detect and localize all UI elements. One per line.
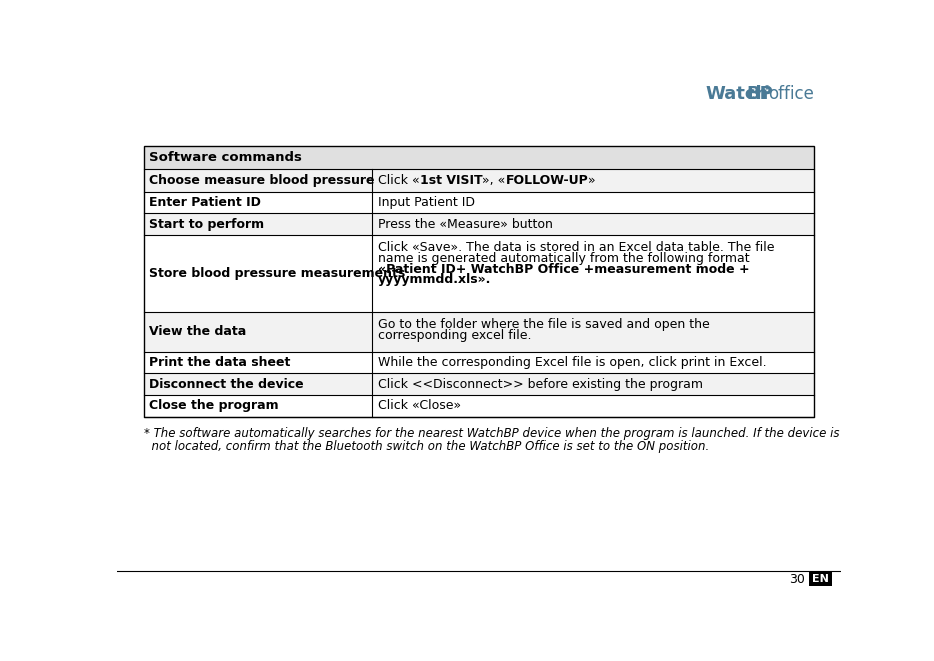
- Text: yyyymmdd.xls».: yyyymmdd.xls».: [378, 274, 491, 286]
- Text: Click «: Click «: [378, 174, 419, 186]
- Text: * The software automatically searches for the nearest WatchBP device when the pr: * The software automatically searches fo…: [144, 428, 840, 440]
- Bar: [809, 572, 832, 586]
- Text: Enter Patient ID: Enter Patient ID: [149, 196, 262, 209]
- Text: While the corresponding Excel file is open, click print in Excel.: While the corresponding Excel file is op…: [378, 356, 767, 369]
- Text: », «: », «: [482, 174, 505, 186]
- Text: 1st VISIT: 1st VISIT: [419, 174, 482, 186]
- Text: »: »: [588, 174, 596, 186]
- Text: Choose measure blood pressure: Choose measure blood pressure: [149, 174, 375, 186]
- Bar: [144, 373, 814, 395]
- Text: Input Patient ID: Input Patient ID: [378, 196, 475, 209]
- Text: Click «Save». The data is stored in an Excel data table. The file: Click «Save». The data is stored in an E…: [378, 241, 774, 254]
- Text: EN: EN: [812, 574, 828, 584]
- Text: «Patient ID+ WatchBP Office +measurement mode +: «Patient ID+ WatchBP Office +measurement…: [378, 262, 750, 276]
- Text: Start to perform: Start to perform: [149, 217, 264, 231]
- Text: corresponding excel file.: corresponding excel file.: [378, 329, 531, 342]
- Bar: [144, 214, 814, 235]
- Text: ®: ®: [763, 86, 771, 95]
- Text: Close the program: Close the program: [149, 399, 279, 412]
- Text: Press the «Measure» button: Press the «Measure» button: [378, 217, 553, 231]
- Text: Store blood pressure measurements: Store blood pressure measurements: [149, 267, 405, 280]
- Text: Go to the folder where the file is saved and open the: Go to the folder where the file is saved…: [378, 318, 710, 331]
- Text: Click «Close»: Click «Close»: [378, 399, 461, 412]
- Bar: [144, 169, 814, 192]
- Bar: [144, 145, 814, 169]
- Text: office: office: [768, 85, 814, 103]
- Bar: [144, 145, 814, 416]
- Text: View the data: View the data: [149, 325, 247, 338]
- Text: 30: 30: [789, 573, 805, 586]
- Text: Disconnect the device: Disconnect the device: [149, 377, 304, 391]
- Text: not located, confirm that the Bluetooth switch on the WatchBP Office is set to t: not located, confirm that the Bluetooth …: [144, 440, 709, 453]
- Text: Print the data sheet: Print the data sheet: [149, 356, 290, 369]
- Text: Software commands: Software commands: [149, 151, 303, 163]
- Text: name is generated automatically from the following format: name is generated automatically from the…: [378, 252, 750, 265]
- Text: Watch: Watch: [706, 85, 769, 103]
- Text: Click <<Disconnect>> before existing the program: Click <<Disconnect>> before existing the…: [378, 377, 703, 391]
- Bar: [144, 312, 814, 352]
- Text: FOLLOW-UP: FOLLOW-UP: [505, 174, 588, 186]
- Text: BP: BP: [746, 85, 772, 103]
